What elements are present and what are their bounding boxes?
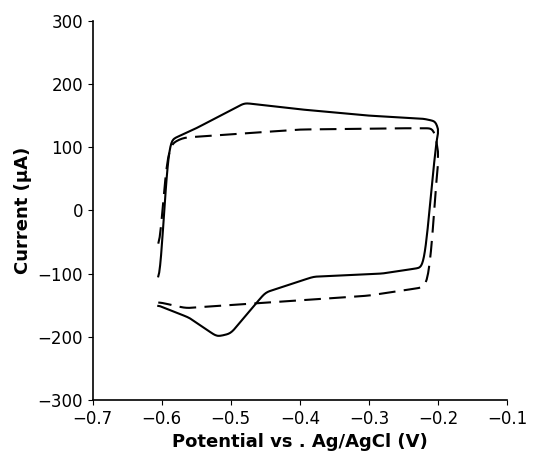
X-axis label: Potential vs . Ag/AgCl (V): Potential vs . Ag/AgCl (V) [172,433,428,451]
Y-axis label: Current (μA): Current (μA) [14,147,32,274]
